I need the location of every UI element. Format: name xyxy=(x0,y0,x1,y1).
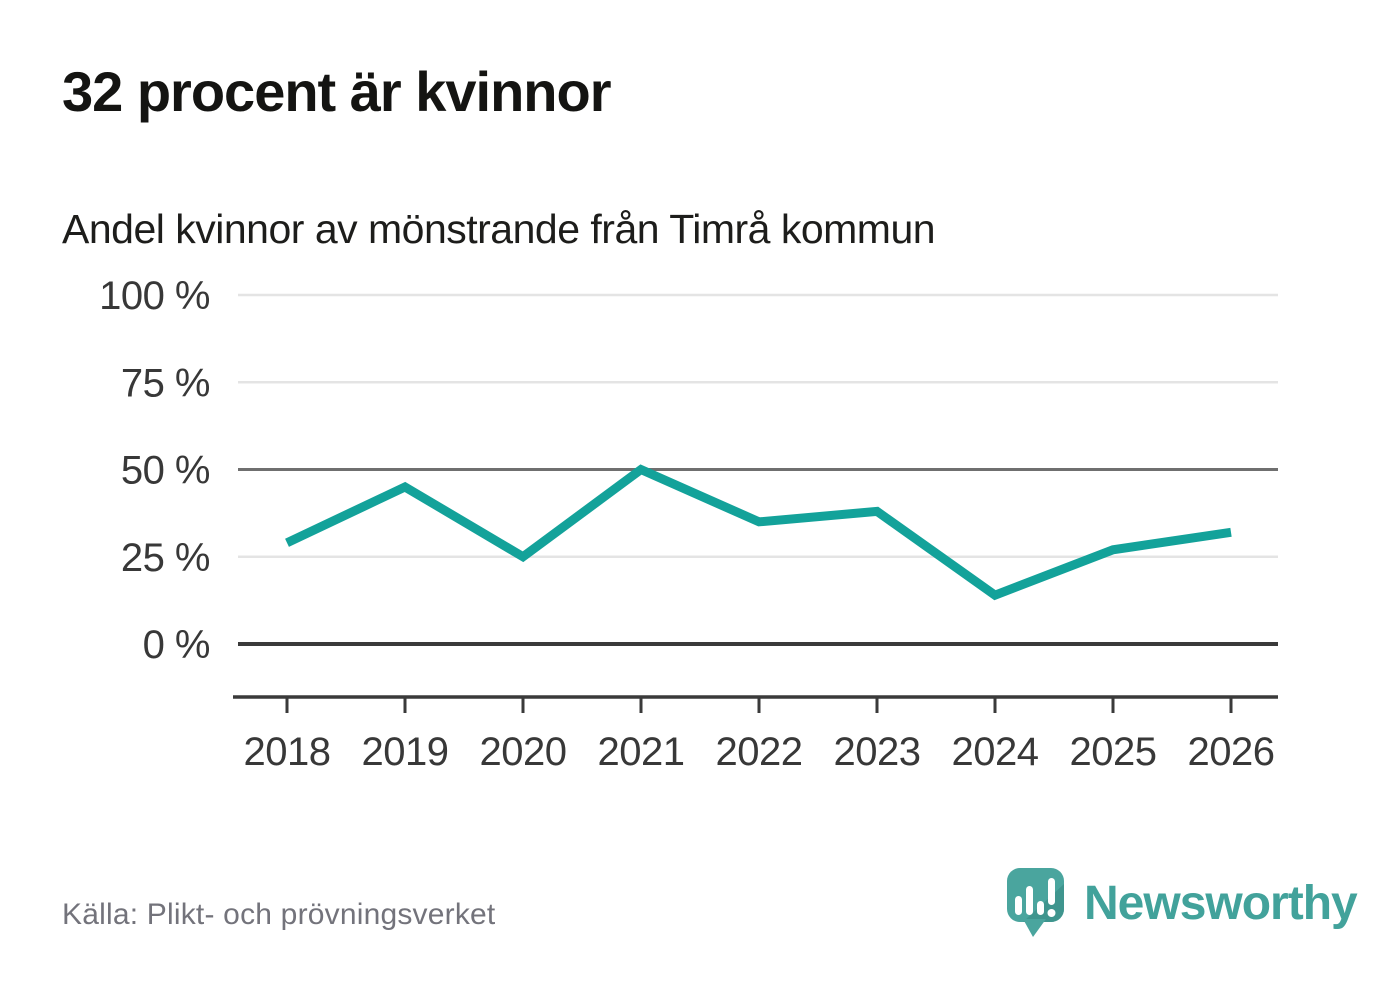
headline: 32 procent är kvinnor xyxy=(62,60,612,123)
x-axis-label: 2021 xyxy=(598,730,685,774)
y-axis-label: 75 % xyxy=(121,361,210,405)
x-axis-label: 2020 xyxy=(480,730,567,774)
data-line-andel-kvinnor xyxy=(285,464,1232,601)
chart-title: Andel kvinnor av mönstrande från Timrå k… xyxy=(62,206,936,252)
x-axis-label: 2026 xyxy=(1188,730,1275,774)
newsworthy-speech-bubble-icon xyxy=(1007,868,1064,937)
x-axis-label: 2025 xyxy=(1070,730,1157,774)
x-axis-label: 2023 xyxy=(834,730,921,774)
exclamation-dot xyxy=(1047,909,1056,917)
x-axis-label: 2022 xyxy=(716,730,803,774)
source-text: Källa: Plikt- och prövningsverket xyxy=(62,898,496,931)
exclamation-bar xyxy=(1048,878,1055,905)
newsworthy-wordmark: Newsworthy xyxy=(1084,877,1358,930)
y-axis-label: 50 % xyxy=(121,449,210,493)
x-axis-label: 2019 xyxy=(362,730,449,774)
x-axis-label: 2018 xyxy=(244,730,331,774)
y-axis-label: 100 % xyxy=(99,274,210,318)
x-axis-label: 2024 xyxy=(952,730,1039,774)
newsworthy-logo: Newsworthy xyxy=(1007,868,1358,940)
mini-bar-chart-icon xyxy=(1015,878,1056,917)
bubble-tail xyxy=(1023,919,1046,937)
y-axis-label: 0 % xyxy=(143,623,210,667)
y-axis-label: 25 % xyxy=(121,536,210,580)
